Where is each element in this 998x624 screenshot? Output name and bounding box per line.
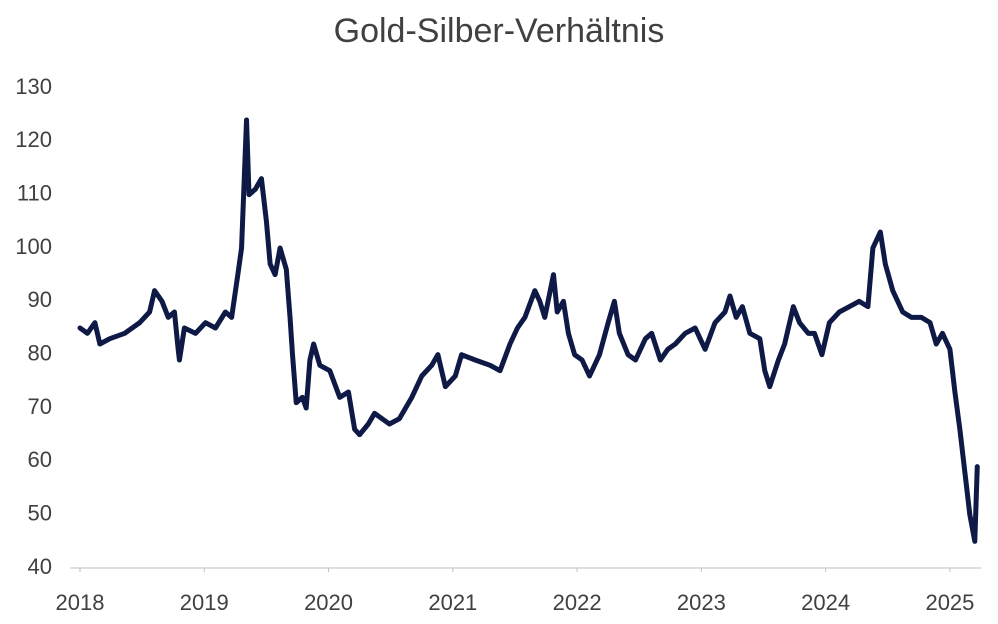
x-tick-label: 2023: [677, 590, 726, 615]
y-tick-label: 50: [28, 500, 52, 525]
y-tick-label: 100: [15, 234, 52, 259]
y-tick-label: 40: [28, 554, 52, 579]
y-tick-label: 90: [28, 287, 52, 312]
x-tick-label: 2022: [553, 590, 602, 615]
x-tick-label: 2024: [801, 590, 850, 615]
y-tick-label: 130: [15, 74, 52, 99]
data-line: [77, 117, 980, 544]
x-tick-label: 2019: [180, 590, 229, 615]
x-tick-label: 2021: [428, 590, 477, 615]
y-tick-label: 80: [28, 340, 52, 365]
y-tick-label: 60: [28, 447, 52, 472]
y-tick-label: 120: [15, 127, 52, 152]
y-tick-label: 110: [17, 180, 52, 205]
x-tick-label: 2025: [925, 590, 974, 615]
x-tick-label: 2018: [56, 590, 105, 615]
y-tick-label: 70: [28, 394, 52, 419]
chart-title: Gold-Silber-Verhältnis: [334, 12, 665, 50]
x-tick-label: 2020: [304, 590, 353, 615]
